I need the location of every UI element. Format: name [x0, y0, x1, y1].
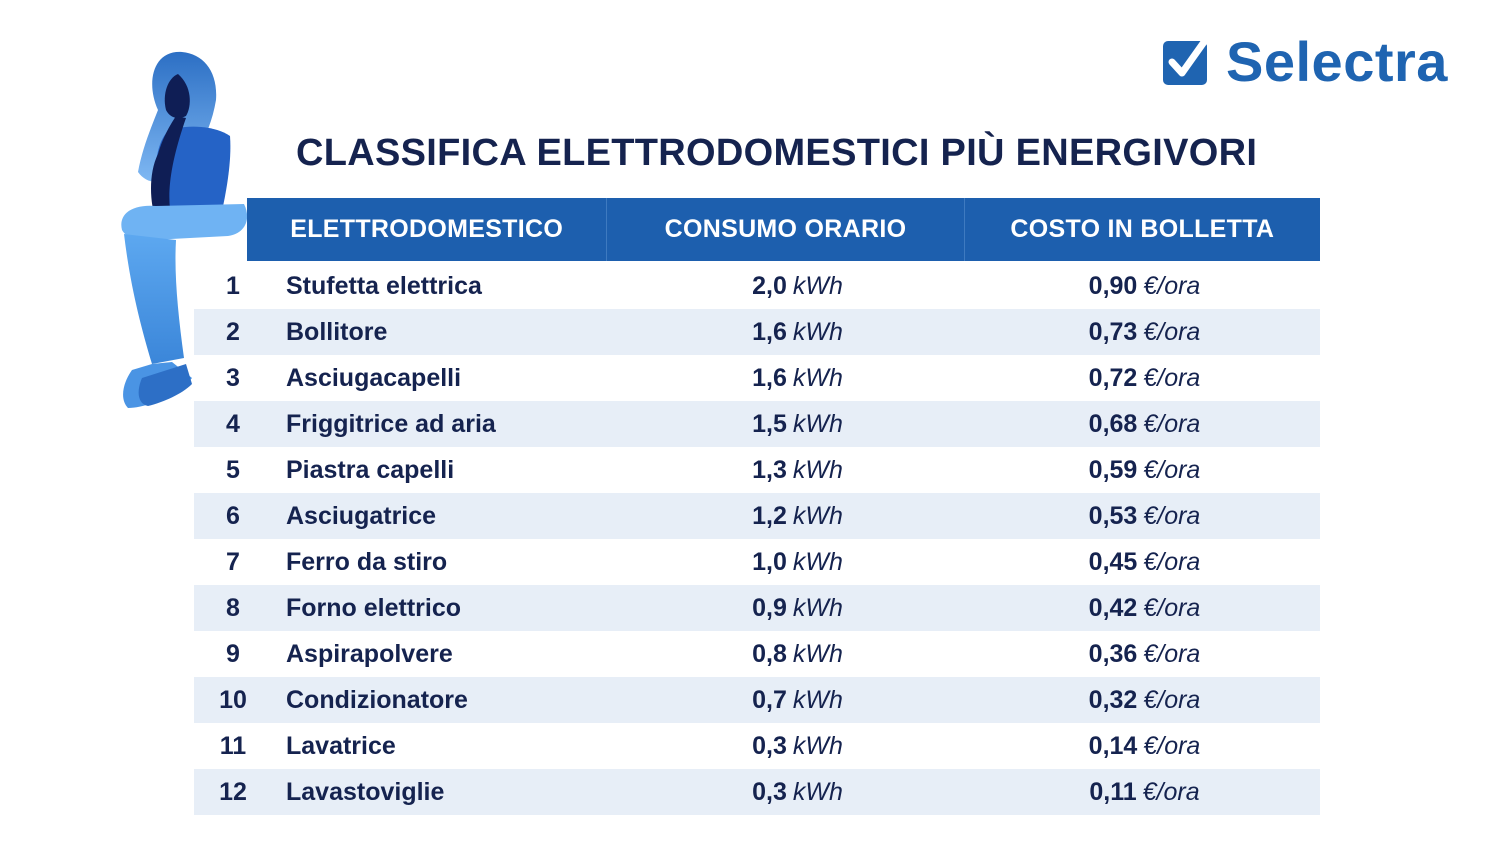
thinking-woman-illustration: [121, 51, 248, 408]
row-cost: 0,14 €/ora: [1088, 731, 1201, 760]
row-consumption: 2,0 kWh: [752, 271, 843, 300]
row-cost: 0,53 €/ora: [1088, 501, 1201, 530]
row-consumption: 0,9 kWh: [752, 593, 843, 622]
row-cost: 0,59 €/ora: [1088, 455, 1201, 484]
row-rank: 3: [226, 363, 240, 392]
table-row: 9 Aspirapolvere 0,8 kWh 0,36 €/ora: [194, 631, 1320, 677]
row-appliance: Aspirapolvere: [286, 639, 453, 668]
row-consumption: 1,0 kWh: [752, 547, 843, 576]
header-appliance: ELETTRODOMESTICO: [247, 198, 608, 261]
row-cost: 0,68 €/ora: [1088, 409, 1201, 438]
row-cost: 0,32 €/ora: [1088, 685, 1201, 714]
row-rank: 7: [226, 547, 240, 576]
table-header: ELETTRODOMESTICO CONSUMO ORARIO COSTO IN…: [247, 198, 1320, 261]
table-row: 3 Asciugacapelli 1,6 kWh 0,72 €/ora: [194, 355, 1320, 401]
row-rank: 11: [219, 731, 247, 760]
row-appliance: Ferro da stiro: [286, 547, 448, 576]
row-rank: 4: [226, 409, 240, 438]
row-consumption: 0,3 kWh: [752, 731, 843, 760]
row-consumption: 1,6 kWh: [752, 363, 843, 392]
table-row: 1 Stufetta elettrica 2,0 kWh 0,90 €/ora: [194, 263, 1320, 309]
row-appliance: Lavatrice: [286, 731, 396, 760]
row-rank: 2: [226, 317, 240, 346]
row-consumption: 1,2 kWh: [752, 501, 843, 530]
row-cost: 0,42 €/ora: [1088, 593, 1201, 622]
row-appliance: Friggitrice ad aria: [286, 409, 496, 438]
row-appliance: Bollitore: [286, 317, 388, 346]
row-consumption: 0,8 kWh: [752, 639, 843, 668]
row-rank: 8: [226, 593, 240, 622]
row-cost: 0,72 €/ora: [1088, 363, 1201, 392]
selectra-logo: Selectra: [1160, 34, 1448, 90]
row-consumption: 1,5 kWh: [752, 409, 843, 438]
row-consumption: 0,7 kWh: [752, 685, 843, 714]
brand-name: Selectra: [1226, 30, 1448, 93]
row-cost: 0,45 €/ora: [1088, 547, 1201, 576]
row-rank: 5: [226, 455, 240, 484]
table-row: 4 Friggitrice ad aria 1,5 kWh 0,68 €/ora: [194, 401, 1320, 447]
row-consumption: 1,6 kWh: [752, 317, 843, 346]
row-rank: 9: [226, 639, 240, 668]
table-row: 7 Ferro da stiro 1,0 kWh 0,45 €/ora: [194, 539, 1320, 585]
row-consumption: 1,3 kWh: [752, 455, 843, 484]
table-body: 1 Stufetta elettrica 2,0 kWh 0,90 €/ora 2 …: [194, 263, 1320, 815]
row-rank: 10: [219, 685, 247, 714]
header-cost: COSTO IN BOLLETTA: [1010, 215, 1275, 243]
row-cost: 0,36 €/ora: [1088, 639, 1201, 668]
row-rank: 6: [226, 501, 240, 530]
row-rank: 1: [226, 271, 240, 300]
table-row: 12 Lavastoviglie 0,3 kWh 0,11 €/ora: [194, 769, 1320, 815]
table-row: 2 Bollitore 1,6 kWh 0,73 €/ora: [194, 309, 1320, 355]
row-cost: 0,73 €/ora: [1088, 317, 1201, 346]
row-appliance: Asciugacapelli: [286, 363, 462, 392]
row-appliance: Asciugatrice: [286, 501, 437, 530]
page-title: CLASSIFICA ELETTRODOMESTICI PIÙ ENERGIVO…: [296, 132, 1258, 174]
table-row: 5 Piastra capelli 1,3 kWh 0,59 €/ora: [194, 447, 1320, 493]
row-appliance: Forno elettrico: [286, 593, 462, 622]
header-consumption: CONSUMO ORARIO: [607, 198, 965, 261]
row-appliance: Piastra capelli: [286, 455, 455, 484]
table-row: 8 Forno elettrico 0,9 kWh 0,42 €/ora: [194, 585, 1320, 631]
table-row: 10 Condizionatore 0,7 kWh 0,32 €/ora: [194, 677, 1320, 723]
row-cost: 0,90 €/ora: [1088, 271, 1201, 300]
row-appliance: Stufetta elettrica: [286, 271, 482, 300]
row-appliance: Condizionatore: [286, 685, 468, 714]
row-cost: 0,11 €/ora: [1089, 777, 1200, 806]
table-row: 6 Asciugatrice 1,2 kWh 0,53 €/ora: [194, 493, 1320, 539]
table-row: 11 Lavatrice 0,3 kWh 0,14 €/ora: [194, 723, 1320, 769]
row-rank: 12: [219, 777, 247, 806]
row-consumption: 0,3 kWh: [752, 777, 843, 806]
row-appliance: Lavastoviglie: [286, 777, 445, 806]
check-box-icon: [1163, 38, 1208, 85]
